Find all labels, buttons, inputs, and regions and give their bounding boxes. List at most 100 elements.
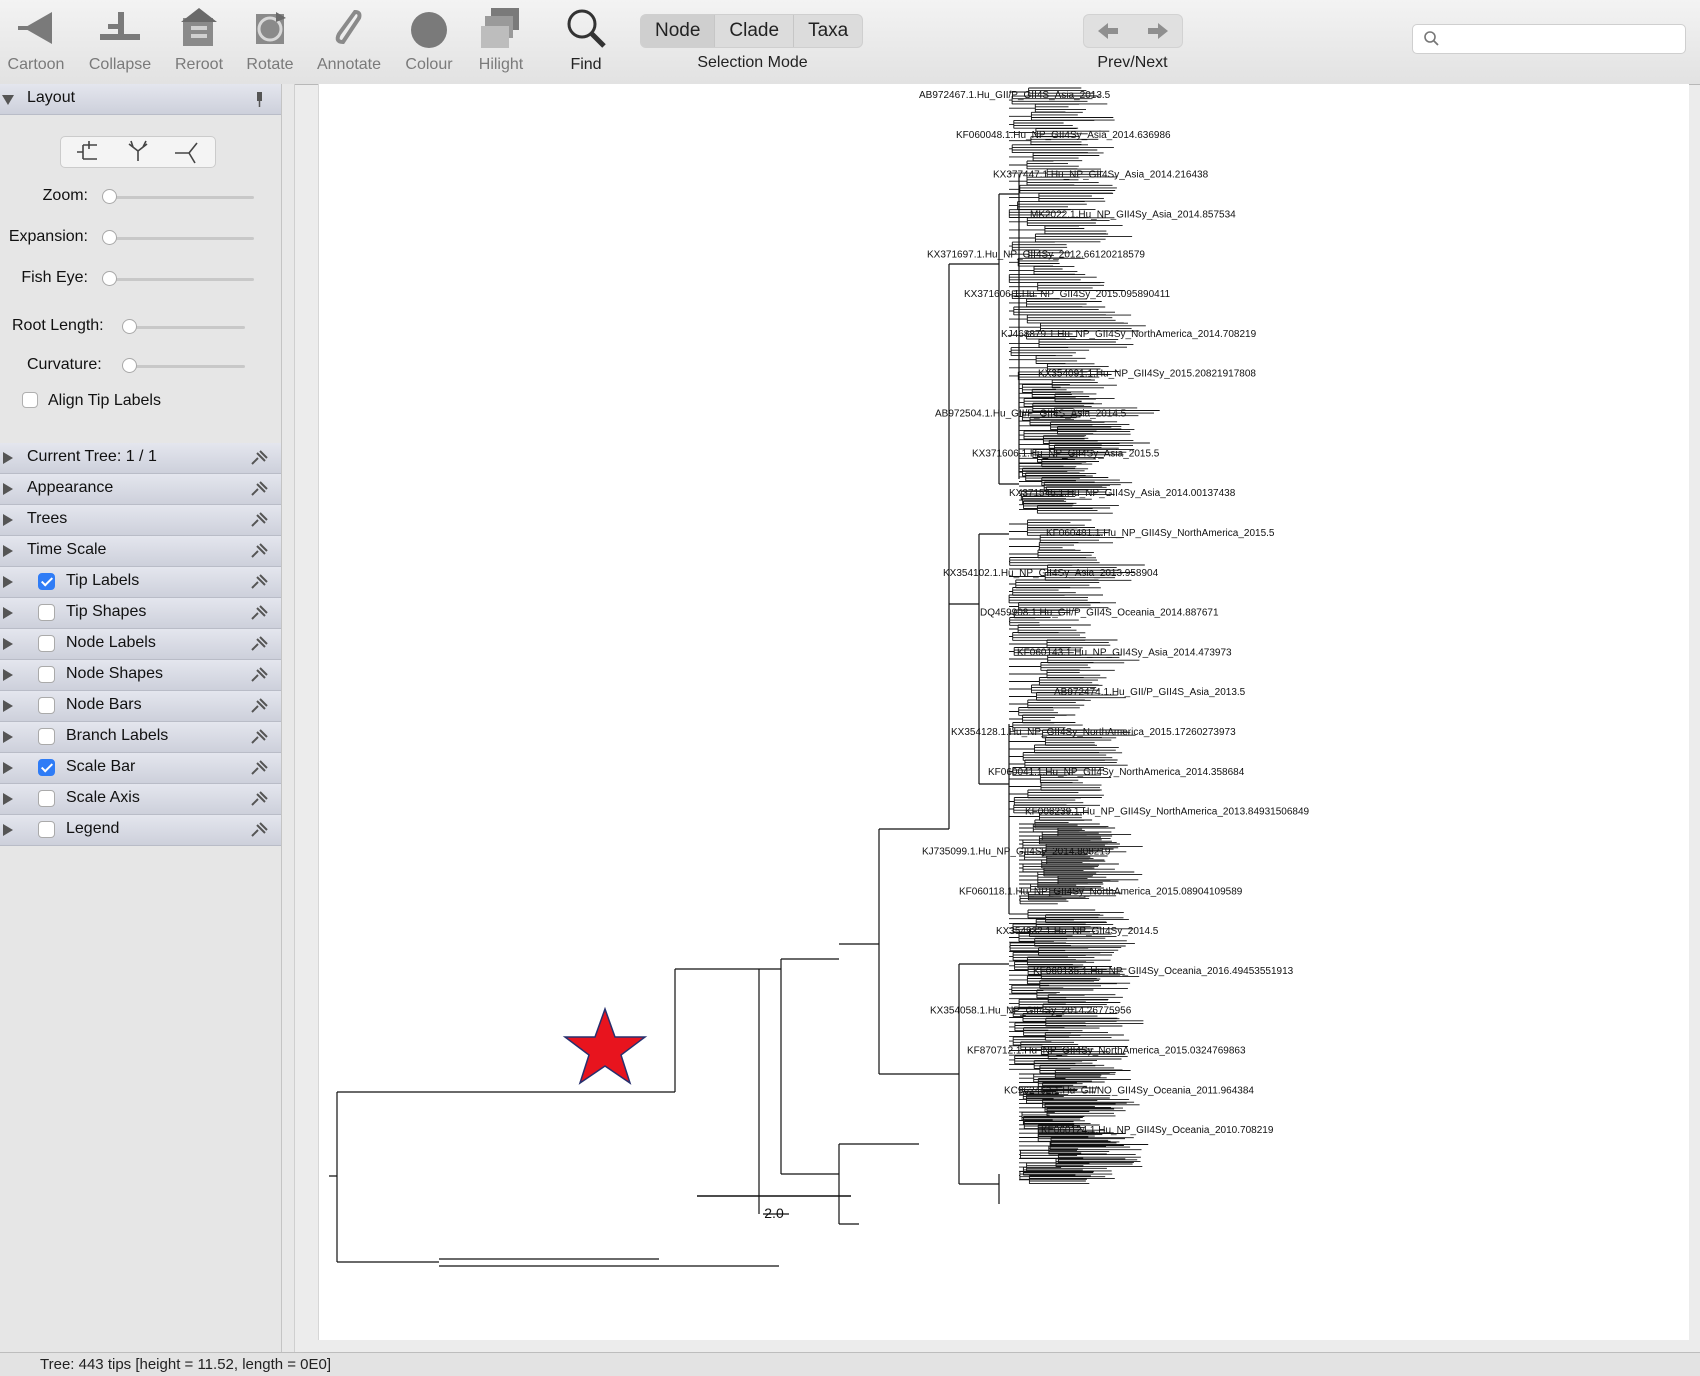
align-tip-labels-checkbox[interactable] [22, 392, 38, 408]
phylogenetic-tree[interactable]: AB972467.1.Hu_GII/P_GII4S_Asia_2013.5 KF0… [319, 84, 1689, 1340]
tip-label[interactable]: KX371606.1.Hu_NP_GII4Sy_Asia_2015.5 [972, 448, 1160, 459]
prev-next-control [1083, 14, 1183, 48]
tip-label[interactable]: KX354058.1.Hu_NP_GII4Sy_2014.26775956 [930, 1006, 1132, 1017]
tip-label[interactable]: KF060048.1.Hu_NP_GII4Sy_Asia_2014.636986 [956, 130, 1171, 141]
panel-trees[interactable]: Trees [0, 505, 281, 536]
annotate-button[interactable]: Annotate [313, 0, 385, 82]
panel-time-scale[interactable]: Time Scale [0, 536, 281, 567]
tip-label[interactable]: KX354128.1.Hu_NP_GII4Sy_NorthAmerica_201… [951, 727, 1236, 738]
zoom-slider-track[interactable] [106, 196, 254, 199]
scale-bar-checkbox[interactable] [38, 759, 55, 776]
tip-label[interactable]: KF060143.1.Hu_NP_GII4Sy_Asia_2014.473973 [1017, 647, 1232, 658]
tip-label[interactable]: KF060135.1.Hu_NP_GII4Sy_Oceania_2016.494… [1033, 966, 1294, 977]
tip-label[interactable]: KX371606.1.Hu_NP_GII4Sy_2015.095890411 [964, 289, 1171, 300]
panel-node-shapes[interactable]: Node Shapes [0, 660, 281, 691]
next-arrow-icon[interactable] [1133, 15, 1182, 47]
root-length-slider-knob[interactable] [122, 319, 137, 334]
tip-label[interactable]: KF870712.1.Hu_NP_GII4Sy_NorthAmerica_201… [967, 1046, 1246, 1057]
pin-icon[interactable] [249, 636, 269, 652]
tip-shapes-checkbox[interactable] [38, 604, 55, 621]
search-input[interactable] [1447, 28, 1681, 50]
tip-label[interactable]: KX371546.1.Hu_NP_GII4Sy_Asia_2014.001374… [1009, 488, 1236, 499]
curvature-slider-knob[interactable] [122, 358, 137, 373]
pin-icon[interactable] [249, 450, 269, 466]
rectangular-layout-icon[interactable] [63, 139, 113, 165]
colour-button[interactable]: Colour [393, 0, 465, 82]
tip-label[interactable]: KX354091.1.Hu_NP_GII4Sy_2015.20821917808 [1038, 369, 1256, 380]
radial-layout-icon[interactable] [163, 139, 213, 165]
pin-icon[interactable] [249, 543, 269, 559]
selection-mode-clade[interactable]: Clade [715, 15, 795, 47]
root-length-slider-track[interactable] [126, 326, 245, 329]
pin-icon[interactable] [249, 481, 269, 497]
tip-label[interactable]: MK2022.1.Hu_NP_GII4Sy_Asia_2014.857534 [1030, 209, 1236, 220]
panel-tip-shapes[interactable]: Tip Shapes [0, 598, 281, 629]
pin-icon[interactable] [249, 822, 269, 838]
tip-label[interactable]: KJ735099.1.Hu_NP_GII4Sy_2014.808219 [922, 847, 1111, 858]
pin-icon[interactable] [249, 791, 269, 807]
sidebar-splitter[interactable] [282, 84, 295, 1352]
expansion-slider-knob[interactable] [102, 230, 117, 245]
panel-node-labels[interactable]: Node Labels [0, 629, 281, 660]
tip-label[interactable]: KF060481.1.Hu_NP_GII4Sy_NorthAmerica_201… [1046, 528, 1275, 539]
tip-label[interactable]: KX354102.1.Hu_NP_GII4Sy_Asia_2013.958904 [943, 568, 1159, 579]
panel-header-layout[interactable]: Layout [0, 84, 281, 115]
curvature-slider-track[interactable] [126, 365, 245, 368]
tip-label[interactable]: KX371697.1.Hu_NP_GII4Sy_2012.66120218579 [927, 249, 1145, 260]
fish-eye-slider-knob[interactable] [102, 271, 117, 286]
tree-canvas[interactable]: AB972467.1.Hu_GII/P_GII4S_Asia_2013.5 KF0… [318, 84, 1689, 1340]
tip-label[interactable]: AB972474.1.Hu_GII/P_GII4S_Asia_2013.5 [1054, 687, 1246, 698]
hilight-button[interactable]: Hilight [465, 0, 537, 82]
selection-mode-node[interactable]: Node [641, 15, 716, 47]
tip-label[interactable]: AB972467.1.Hu_GII/P_GII4S_Asia_2013.5 [919, 90, 1111, 101]
panel-current-tree[interactable]: Current Tree: 1 / 1 [0, 443, 281, 474]
reroot-button[interactable]: Reroot [163, 0, 235, 82]
find-label: Find [570, 56, 602, 73]
tip-label[interactable]: KF060124.1.Hu_NP_GII4Sy_Oceania_2010.708… [1041, 1125, 1274, 1136]
panel-branch-labels[interactable]: Branch Labels [0, 722, 281, 753]
fish-eye-slider-track[interactable] [106, 278, 254, 281]
panel-scale-bar[interactable]: Scale Bar [0, 753, 281, 784]
pin-icon[interactable] [249, 760, 269, 776]
tip-label[interactable]: KF008239.1.Hu_NP_GII4Sy_NorthAmerica_201… [1025, 807, 1310, 818]
tip-label[interactable]: KX377447.1.Hu_NP_GII4Sy_Asia_2014.216438 [993, 170, 1209, 181]
panel-node-bars[interactable]: Node Bars [0, 691, 281, 722]
polar-layout-icon[interactable] [113, 139, 163, 165]
panel-scale-axis[interactable]: Scale Axis [0, 784, 281, 815]
tip-label[interactable]: KF060041.1.Hu_NP_GII4Sy_NorthAmerica_201… [988, 767, 1245, 778]
tip-label[interactable]: KC962462.1.Hu_GII/NO_GII4Sy_Oceania_2011… [1004, 1085, 1254, 1096]
tip-label[interactable]: AB972504.1.Hu_GII/P_GII4S_Asia_2014.5 [935, 409, 1127, 420]
tip-label[interactable]: DQ459908.1.Hu_GII/P_GII4S_Oceania_2014.8… [980, 608, 1219, 619]
selection-mode-taxa[interactable]: Taxa [808, 20, 849, 41]
expansion-slider-track[interactable] [106, 237, 254, 240]
tip-label[interactable]: KX354932.1.Hu_NP_GII4Sy_2014.5 [996, 926, 1159, 937]
pin-icon[interactable] [249, 512, 269, 528]
search-field[interactable] [1412, 24, 1686, 54]
zoom-label: Zoom: [42, 187, 88, 204]
pin-icon[interactable] [249, 729, 269, 745]
pin-icon[interactable] [249, 605, 269, 621]
cartoon-button[interactable]: Cartoon [0, 0, 72, 82]
tip-label[interactable]: KF060118.1.Hu_NP_GII4Sy_NorthAmerica_201… [959, 886, 1243, 897]
pin-icon[interactable] [249, 698, 269, 714]
panel-tip-labels[interactable]: Tip Labels [0, 567, 281, 598]
rotate-button[interactable]: Rotate [234, 0, 306, 82]
pin-icon[interactable] [249, 574, 269, 590]
collapse-button[interactable]: Collapse [84, 0, 156, 82]
branch-labels-checkbox[interactable] [38, 728, 55, 745]
pin-icon[interactable] [249, 667, 269, 683]
legend-checkbox[interactable] [38, 821, 55, 838]
panel-legend[interactable]: Legend [0, 815, 281, 846]
tip-label[interactable]: KJ468879.1.Hu_NP_GII4Sy_NorthAmerica_201… [1001, 329, 1257, 340]
scale-axis-checkbox[interactable] [38, 790, 55, 807]
find-button[interactable]: Find [550, 0, 622, 82]
panel-tip-labels-label: Tip Labels [66, 572, 140, 589]
zoom-slider-knob[interactable] [102, 189, 117, 204]
pin-icon[interactable] [249, 91, 269, 107]
node-labels-checkbox[interactable] [38, 635, 55, 652]
tip-labels-checkbox[interactable] [38, 573, 55, 590]
prev-arrow-icon[interactable] [1084, 15, 1133, 47]
node-bars-checkbox[interactable] [38, 697, 55, 714]
panel-appearance[interactable]: Appearance [0, 474, 281, 505]
node-shapes-checkbox[interactable] [38, 666, 55, 683]
